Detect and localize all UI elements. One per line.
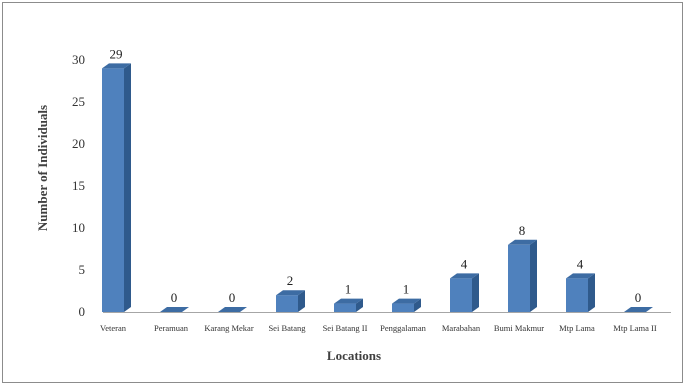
data-label: 0 xyxy=(229,290,236,305)
y-tick-label: 5 xyxy=(79,262,86,277)
data-label: 0 xyxy=(171,290,178,305)
bar-front xyxy=(450,278,472,312)
chart-frame: 0 5 10 15 20 25 30 29 0 0 2 1 1 4 8 4 0 Veteran Peramuan… xyxy=(2,2,683,383)
x-tick-label: Peramuan xyxy=(154,323,189,333)
data-label: 4 xyxy=(577,256,584,271)
x-tick-label: Penggalaman xyxy=(380,323,427,333)
bar-top xyxy=(566,273,595,279)
y-axis-ticks: 0 5 10 15 20 25 30 xyxy=(72,52,85,319)
bar-front xyxy=(566,278,588,312)
x-tick-label: Mtp Lama II xyxy=(613,323,657,333)
bar xyxy=(102,63,131,313)
data-label: 29 xyxy=(110,46,123,61)
data-label: 1 xyxy=(403,282,410,297)
y-tick-label: 25 xyxy=(72,94,85,109)
y-tick-label: 10 xyxy=(72,220,85,235)
bar xyxy=(566,273,595,312)
bar-side xyxy=(588,273,595,312)
y-axis-title: Number of Individuals xyxy=(35,105,50,231)
x-tick-label: Bumi Makmur xyxy=(494,323,544,333)
data-labels: 29 0 0 2 1 1 4 8 4 0 xyxy=(110,46,642,305)
x-axis-ticks: Veteran Peramuan Karang Mekar Sei Batang Sei… xyxy=(100,323,657,333)
data-label: 4 xyxy=(461,256,468,271)
bars xyxy=(102,63,671,313)
bar xyxy=(450,273,479,312)
y-tick-label: 0 xyxy=(79,304,86,319)
bar-side xyxy=(298,290,305,312)
bar-top xyxy=(392,298,421,304)
bar-front xyxy=(392,303,414,312)
data-label: 2 xyxy=(287,273,294,288)
bar-side xyxy=(356,298,363,312)
bar xyxy=(276,290,305,312)
bar-front xyxy=(334,303,356,312)
bar-side xyxy=(530,239,537,312)
x-tick-label: Mtp Lama xyxy=(559,323,595,333)
bar-side xyxy=(124,63,131,313)
data-label: 8 xyxy=(519,223,526,238)
bar xyxy=(624,307,653,313)
bar xyxy=(508,239,537,312)
data-label: 0 xyxy=(635,290,642,305)
x-axis-title: Locations xyxy=(327,348,381,363)
bar-top xyxy=(160,307,189,312)
bar-top xyxy=(276,290,305,296)
bar-side xyxy=(414,298,421,312)
data-label: 1 xyxy=(345,282,352,297)
x-tick-label: Veteran xyxy=(100,323,127,333)
x-tick-label: Marabahan xyxy=(442,323,481,333)
bar-side xyxy=(472,273,479,312)
bar xyxy=(160,307,189,313)
y-tick-label: 20 xyxy=(72,136,85,151)
bar xyxy=(392,298,421,312)
x-tick-label: Sei Batang xyxy=(268,323,306,333)
y-tick-label: 30 xyxy=(72,52,85,67)
bar-chart: 0 5 10 15 20 25 30 29 0 0 2 1 1 4 8 4 0 Veteran Peramuan… xyxy=(35,46,671,363)
bar-top xyxy=(218,307,247,312)
bar-front xyxy=(508,244,530,312)
bar xyxy=(334,298,363,312)
bar-top xyxy=(334,298,363,304)
bar-top xyxy=(450,273,479,279)
bar-top xyxy=(102,63,131,69)
bar xyxy=(218,307,247,313)
bar-top xyxy=(508,239,537,245)
bar-top xyxy=(624,307,653,312)
x-tick-label: Sei Batang II xyxy=(323,323,368,333)
bar-front xyxy=(276,295,298,312)
bar-front xyxy=(102,68,124,313)
x-tick-label: Karang Mekar xyxy=(204,323,253,333)
y-tick-label: 15 xyxy=(72,178,85,193)
